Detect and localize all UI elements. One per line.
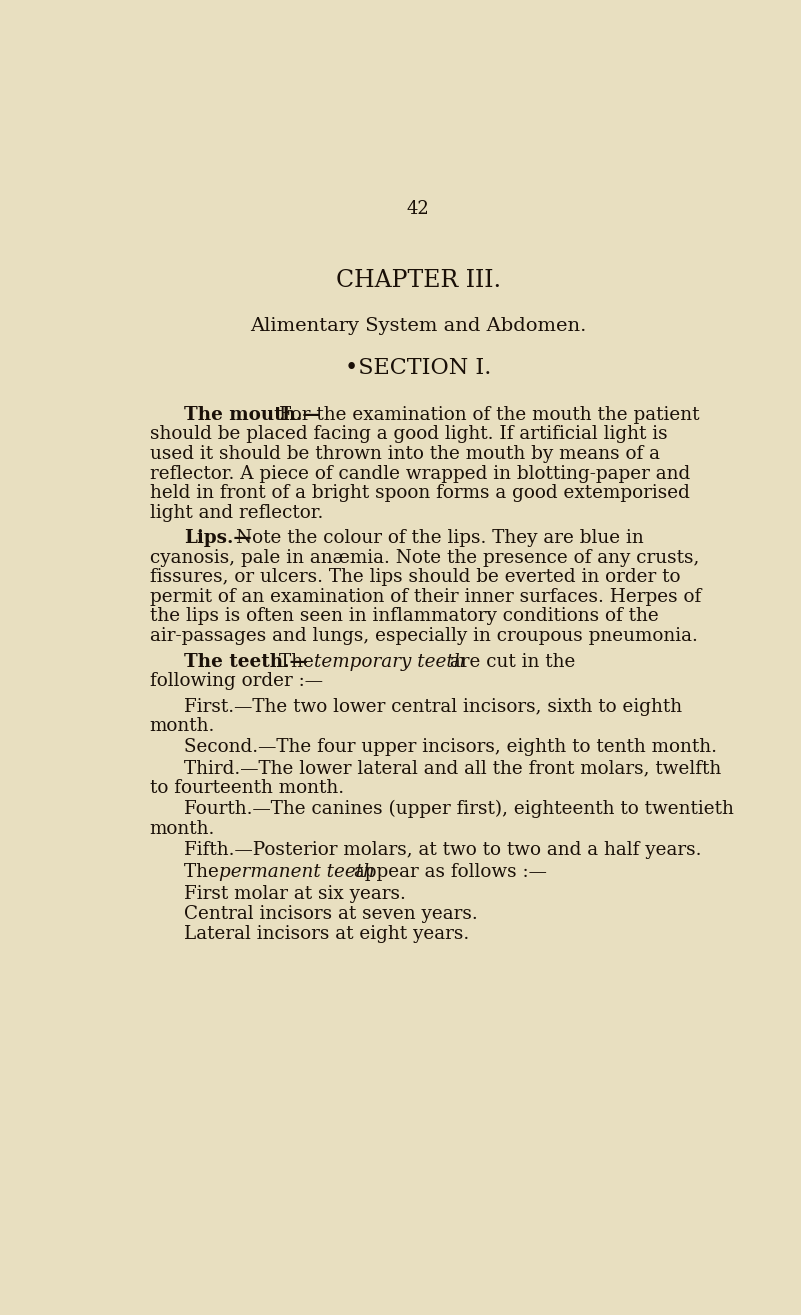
Text: First.—The two lower central incisors, sixth to eighth: First.—The two lower central incisors, s… <box>184 698 682 715</box>
Text: Note the colour of the lips. They are blue in: Note the colour of the lips. They are bl… <box>235 529 644 547</box>
Text: the lips is often seen in inflammatory conditions of the: the lips is often seen in inflammatory c… <box>150 608 658 626</box>
Text: Lateral incisors at eight years.: Lateral incisors at eight years. <box>184 926 469 943</box>
Text: to fourteenth month.: to fourteenth month. <box>150 778 344 797</box>
Text: The: The <box>184 864 224 881</box>
Text: permanent teeth: permanent teeth <box>219 864 375 881</box>
Text: month.: month. <box>150 717 215 735</box>
Text: 42: 42 <box>407 200 429 218</box>
Text: Fifth.—Posterior molars, at two to two and a half years.: Fifth.—Posterior molars, at two to two a… <box>184 840 702 859</box>
Text: fissures, or ulcers. The lips should be everted in order to: fissures, or ulcers. The lips should be … <box>150 568 680 586</box>
Text: •SECTION I.: •SECTION I. <box>345 358 492 379</box>
Text: Second.—The four upper incisors, eighth to tenth month.: Second.—The four upper incisors, eighth … <box>184 738 717 756</box>
Text: following order :—: following order :— <box>150 672 323 690</box>
Text: First molar at six years.: First molar at six years. <box>184 885 406 902</box>
Text: used it should be thrown into the mouth by means of a: used it should be thrown into the mouth … <box>150 444 660 463</box>
Text: CHAPTER III.: CHAPTER III. <box>336 270 501 292</box>
Text: reflector. A piece of candle wrapped in blotting-paper and: reflector. A piece of candle wrapped in … <box>150 464 690 483</box>
Text: Third.—The lower lateral and all the front molars, twelfth: Third.—The lower lateral and all the fro… <box>184 759 721 777</box>
Text: Central incisors at seven years.: Central incisors at seven years. <box>184 905 477 923</box>
Text: Lips.—: Lips.— <box>184 529 252 547</box>
Text: held in front of a bright spoon forms a good extemporised: held in front of a bright spoon forms a … <box>150 484 690 502</box>
Text: cyanosis, pale in anæmia. Note the presence of any crusts,: cyanosis, pale in anæmia. Note the prese… <box>150 548 699 567</box>
Text: Fourth.—The canines (upper first), eighteenth to twentieth: Fourth.—The canines (upper first), eight… <box>184 800 734 818</box>
Text: should be placed facing a good light. If artificial light is: should be placed facing a good light. If… <box>150 426 667 443</box>
Text: Alimentary System and Abdomen.: Alimentary System and Abdomen. <box>250 317 586 335</box>
Text: temporary teeth: temporary teeth <box>314 652 465 671</box>
Text: permit of an examination of their inner surfaces. Herpes of: permit of an examination of their inner … <box>150 588 701 606</box>
Text: The mouth.—: The mouth.— <box>184 406 320 423</box>
Text: appear as follows :—: appear as follows :— <box>348 864 547 881</box>
Text: air-passages and lungs, especially in croupous pneumonia.: air-passages and lungs, especially in cr… <box>150 627 698 644</box>
Text: The teeth.—: The teeth.— <box>184 652 308 671</box>
Text: The: The <box>280 652 320 671</box>
Text: are cut in the: are cut in the <box>444 652 575 671</box>
Text: For the examination of the mouth the patient: For the examination of the mouth the pat… <box>280 406 700 423</box>
Text: light and reflector.: light and reflector. <box>150 504 323 522</box>
Text: month.: month. <box>150 819 215 838</box>
